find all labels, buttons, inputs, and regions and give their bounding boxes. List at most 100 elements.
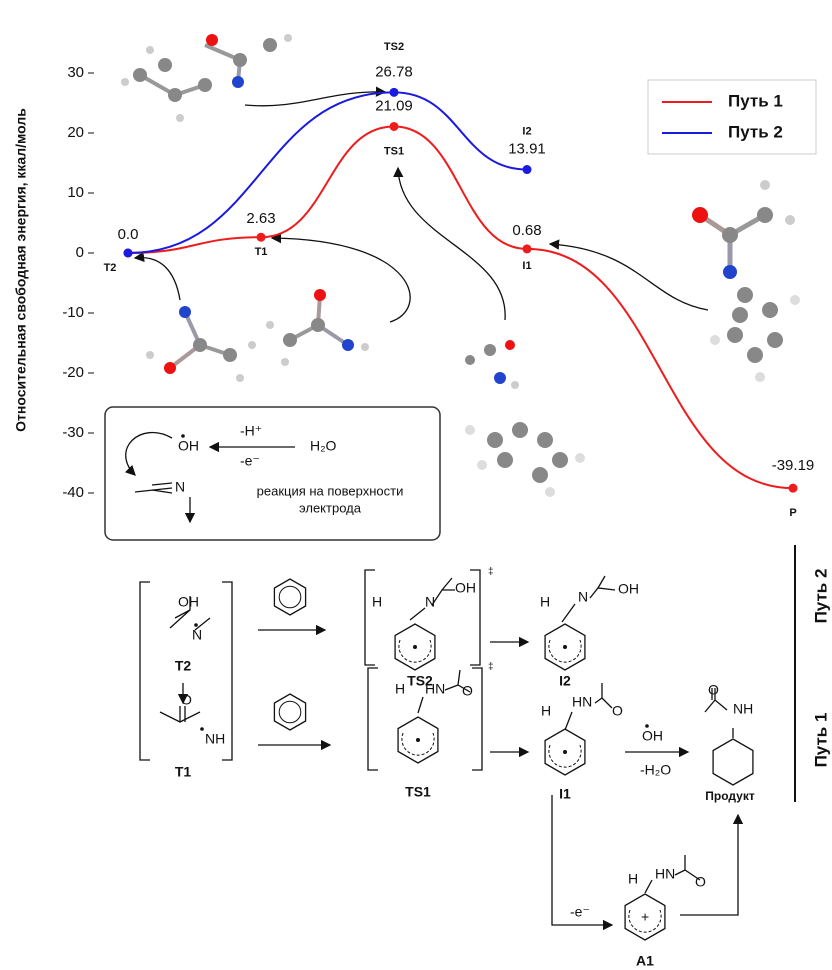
arrow — [550, 244, 708, 310]
ring-dash — [549, 640, 581, 662]
atom-label: H — [541, 703, 551, 719]
point — [390, 122, 399, 131]
molecule-ts2 — [121, 34, 292, 122]
point-label: I1 — [522, 260, 531, 272]
molecule-i1 — [692, 180, 800, 382]
reagent: -e⁻ — [240, 453, 260, 469]
compound-label: T2 — [175, 658, 192, 674]
point — [257, 233, 266, 242]
caption: реакция на поверхности — [257, 483, 404, 498]
point-label: TS2 — [384, 41, 404, 53]
caption: электрода — [299, 500, 362, 515]
y-tick-label: -20 — [62, 364, 84, 381]
compound-label: I1 — [559, 786, 571, 802]
atom-label: OH — [178, 594, 199, 610]
atom-label: O — [708, 682, 719, 698]
radical-dot — [181, 434, 185, 438]
atom-label: O — [695, 874, 706, 890]
point — [390, 88, 399, 97]
atom-label: O — [462, 683, 473, 699]
atom-label: O — [612, 703, 623, 719]
radical-dot — [416, 738, 420, 742]
series-line — [128, 92, 527, 253]
atom-label: OH — [455, 580, 476, 596]
atom-label: N — [578, 589, 588, 605]
reagent: -H₂O — [640, 762, 671, 778]
molecule-ts1 — [465, 340, 585, 497]
brackets — [140, 545, 795, 925]
arrow — [135, 258, 180, 300]
atom-label: H — [628, 871, 638, 887]
y-tick-label: 10 — [67, 184, 84, 201]
radical-dot — [645, 724, 649, 728]
dagger: ‡ — [488, 567, 494, 578]
compound-label: Продукт — [705, 789, 755, 803]
radical-dot — [563, 645, 567, 649]
legend-label: Путь 1 — [728, 91, 783, 110]
ring-inner — [279, 701, 301, 723]
rings — [274, 579, 753, 940]
point — [523, 165, 532, 174]
value-label: 2.63 — [246, 210, 275, 227]
point — [789, 484, 798, 493]
reagent: -H⁺ — [240, 423, 262, 439]
atom-label: N — [425, 594, 435, 610]
value-label: 0.68 — [512, 222, 541, 239]
arrow — [398, 168, 505, 320]
point-label: P — [789, 507, 796, 519]
point-label: T1 — [255, 246, 268, 258]
atom-label: NH — [733, 701, 753, 717]
atom-label: N — [192, 627, 202, 643]
point-label: TS1 — [384, 145, 404, 157]
value-label: 13.91 — [508, 141, 546, 158]
value-label: 21.09 — [375, 97, 413, 114]
value-label: 0.0 — [118, 226, 139, 243]
path-label: Путь 1 — [811, 713, 830, 768]
radical-dot — [563, 750, 567, 754]
arrow — [272, 238, 410, 322]
atom-label: HN — [655, 866, 675, 882]
y-tick-label: 0 — [76, 244, 84, 261]
atom-label: H — [372, 594, 382, 610]
compound-label: A1 — [636, 953, 654, 969]
radical-oh: OH — [178, 438, 199, 454]
point-label: I2 — [522, 125, 531, 137]
y-tick-label: 20 — [67, 124, 84, 141]
molecule-t2 — [146, 306, 256, 382]
reagent: -e⁻ — [570, 904, 590, 920]
value-label: 26.78 — [375, 63, 413, 80]
atom-label: H — [395, 681, 405, 697]
inset-box — [105, 407, 440, 540]
point-label: T2 — [104, 262, 117, 274]
arrow — [245, 92, 385, 106]
atom-label: NH — [205, 731, 225, 747]
ring-inner — [279, 586, 301, 608]
radical-dot — [194, 623, 198, 627]
radical-dot — [413, 645, 417, 649]
atom-label: HN — [572, 694, 592, 710]
value-label: -39.19 — [772, 457, 815, 474]
dagger: ‡ — [488, 662, 494, 673]
water: H₂O — [310, 438, 337, 454]
point — [523, 244, 532, 253]
figure: Относительная свободная энергия, ккал/мо… — [0, 0, 832, 970]
path-label: Путь 2 — [811, 569, 830, 624]
compound-label: T1 — [175, 764, 192, 780]
y-tick-label: 30 — [67, 64, 84, 81]
reagent: OH — [642, 728, 663, 744]
atom-label: + — [641, 909, 649, 925]
legend-label: Путь 2 — [728, 122, 783, 141]
radical-dot — [200, 727, 204, 731]
y-axis-label: Относительная свободная энергия, ккал/мо… — [13, 108, 29, 432]
y-tick-label: -40 — [62, 484, 84, 501]
molecule-t1 — [266, 289, 369, 366]
ring-dash — [399, 640, 431, 662]
atom-label: H — [540, 594, 550, 610]
ring-dash — [402, 733, 434, 755]
atom-label: O — [181, 692, 192, 708]
compound-label: TS2 — [407, 673, 433, 689]
atom-label: OH — [618, 581, 639, 597]
point — [124, 249, 133, 258]
atom: N — [175, 479, 185, 495]
y-tick-label: -30 — [62, 424, 84, 441]
